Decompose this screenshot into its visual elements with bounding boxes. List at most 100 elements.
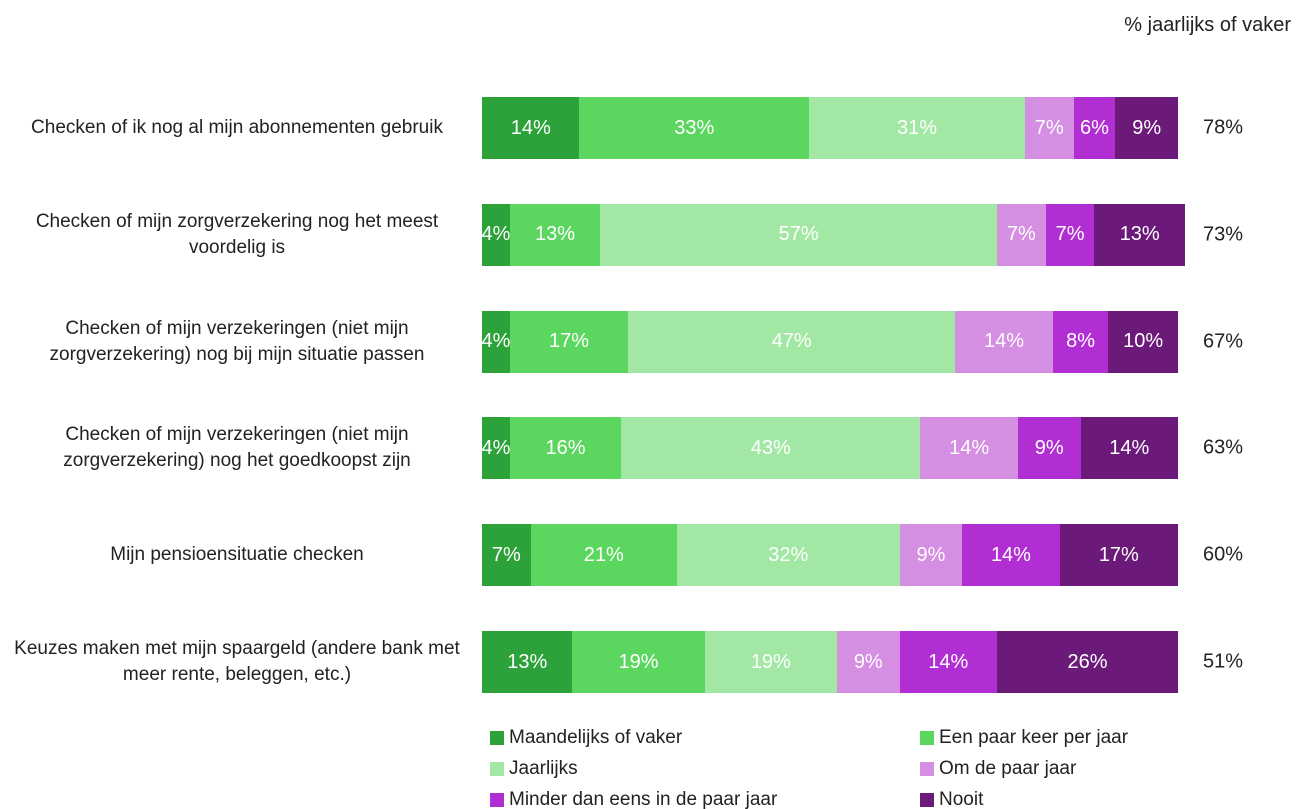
legend-label: Jaarlijks [509,758,578,779]
category-label: Keuzes maken met mijn spaargeld (andere … [14,638,460,685]
data-label: 19% [750,650,791,673]
legend-item: Minder dan eens in de paar jaar [490,789,777,809]
data-label: 8% [1066,330,1095,353]
data-label: 31% [896,116,937,139]
legend-item: Een paar keer per jaar [920,727,1128,749]
bar-segment: 31% [809,97,1025,159]
data-label: 43% [750,436,791,459]
bar-segment: 7% [1045,203,1095,266]
category-label: Checken of mijn zorgverzekering nog het … [35,210,439,258]
data-label: 14% [949,436,990,459]
bar-segment: 9% [1115,97,1178,159]
data-label: 13% [535,223,576,246]
data-label: 10% [1123,330,1164,353]
data-label: 26% [1067,650,1108,673]
bar-segment: 14% [920,417,1018,480]
category-label: Mijn pensioensituatie checken [110,544,364,566]
bar-segment: 14% [482,97,580,159]
total-label: 51% [1203,650,1244,673]
bar-segment: 6% [1073,97,1116,159]
bar-segment: 13% [1094,203,1185,266]
bar-segment: 19% [704,631,837,693]
data-label: 14% [990,543,1031,566]
legend-item: Jaarlijks [490,758,578,780]
bar-segment: 4% [481,417,511,480]
data-label: 13% [1119,223,1160,246]
data-label: 9% [916,543,946,566]
bar-segment: 7% [1024,97,1074,159]
data-label: 33% [674,116,715,139]
bar-segment: 4% [481,203,511,266]
bar-segment: 57% [600,203,998,266]
legend-label: Minder dan eens in de paar jaar [509,789,778,809]
legend-swatch [490,762,504,776]
bar-segment: 13% [509,203,601,266]
data-label: 9% [1034,436,1064,459]
legend-item: Om de paar jaar [920,758,1076,780]
data-label: 14% [928,650,969,673]
totals-header: % jaarlijks of vaker [1124,14,1291,36]
bar-segment: 8% [1052,310,1109,373]
bar-segment: 7% [997,203,1046,266]
bar-segment: 9% [899,524,963,587]
data-label: 14% [983,330,1024,353]
category-label: Checken of mijn verzekeringen (niet mijn… [49,317,425,365]
bar-segment: 14% [962,524,1060,587]
bar-segment: 33% [579,97,810,159]
bar-segment: 10% [1108,310,1178,373]
bar-segment: 14% [1080,417,1178,480]
bar-segment: 17% [509,310,629,373]
bar-segment: 47% [628,310,956,373]
bar-segment: 14% [955,310,1053,373]
data-label: 4% [481,436,511,459]
data-label: 4% [481,223,511,246]
legend-label: Om de paar jaar [939,758,1077,779]
legend-label: Maandelijks of vaker [509,727,683,748]
bar-segment: 43% [621,417,921,480]
bar-segment: 26% [997,631,1178,693]
data-label: 7% [491,543,521,566]
total-label: 67% [1203,330,1244,353]
legend-item: Nooit [920,789,983,809]
data-label: 17% [1098,543,1139,566]
bar-segment: 9% [1017,417,1081,480]
data-label: 7% [1006,223,1036,246]
total-label: 78% [1203,116,1244,139]
bar-segment: 14% [899,631,998,693]
bar-segment: 7% [482,524,531,587]
bar-segment: 21% [530,524,677,587]
category-label: Checken of ik nog al mijn abonnementen g… [31,117,443,138]
data-label: 57% [778,223,819,246]
data-label: 17% [548,330,589,353]
legend-swatch [920,731,934,745]
data-label: 21% [583,543,624,566]
bar-segment: 17% [1059,524,1178,587]
legend-item: Maandelijks of vaker [490,727,682,749]
data-label: 4% [481,330,511,353]
data-label: 7% [1034,116,1064,139]
legend-swatch [490,793,504,807]
data-label: 9% [853,650,883,673]
data-label: 14% [1109,436,1150,459]
data-label: 9% [1132,116,1162,139]
data-label: 7% [1055,223,1085,246]
legend-label: Een paar keer per jaar [939,727,1129,748]
bar-segment: 9% [836,631,900,693]
data-label: 13% [507,650,548,673]
bar-segment: 4% [481,310,511,373]
bar-segment: 16% [509,417,622,480]
data-label: 19% [618,650,659,673]
legend-label: Nooit [939,789,984,809]
data-label: 14% [510,116,551,139]
total-label: 60% [1203,543,1244,566]
data-label: 16% [545,436,586,459]
data-label: 47% [771,330,812,353]
legend-swatch [920,793,934,807]
category-label: Checken of mijn verzekeringen (niet mijn… [63,424,411,472]
bar-segment: 19% [572,631,705,693]
data-label: 32% [768,543,809,566]
total-label: 73% [1203,223,1244,246]
total-label: 63% [1203,436,1244,459]
data-label: 6% [1080,116,1109,139]
